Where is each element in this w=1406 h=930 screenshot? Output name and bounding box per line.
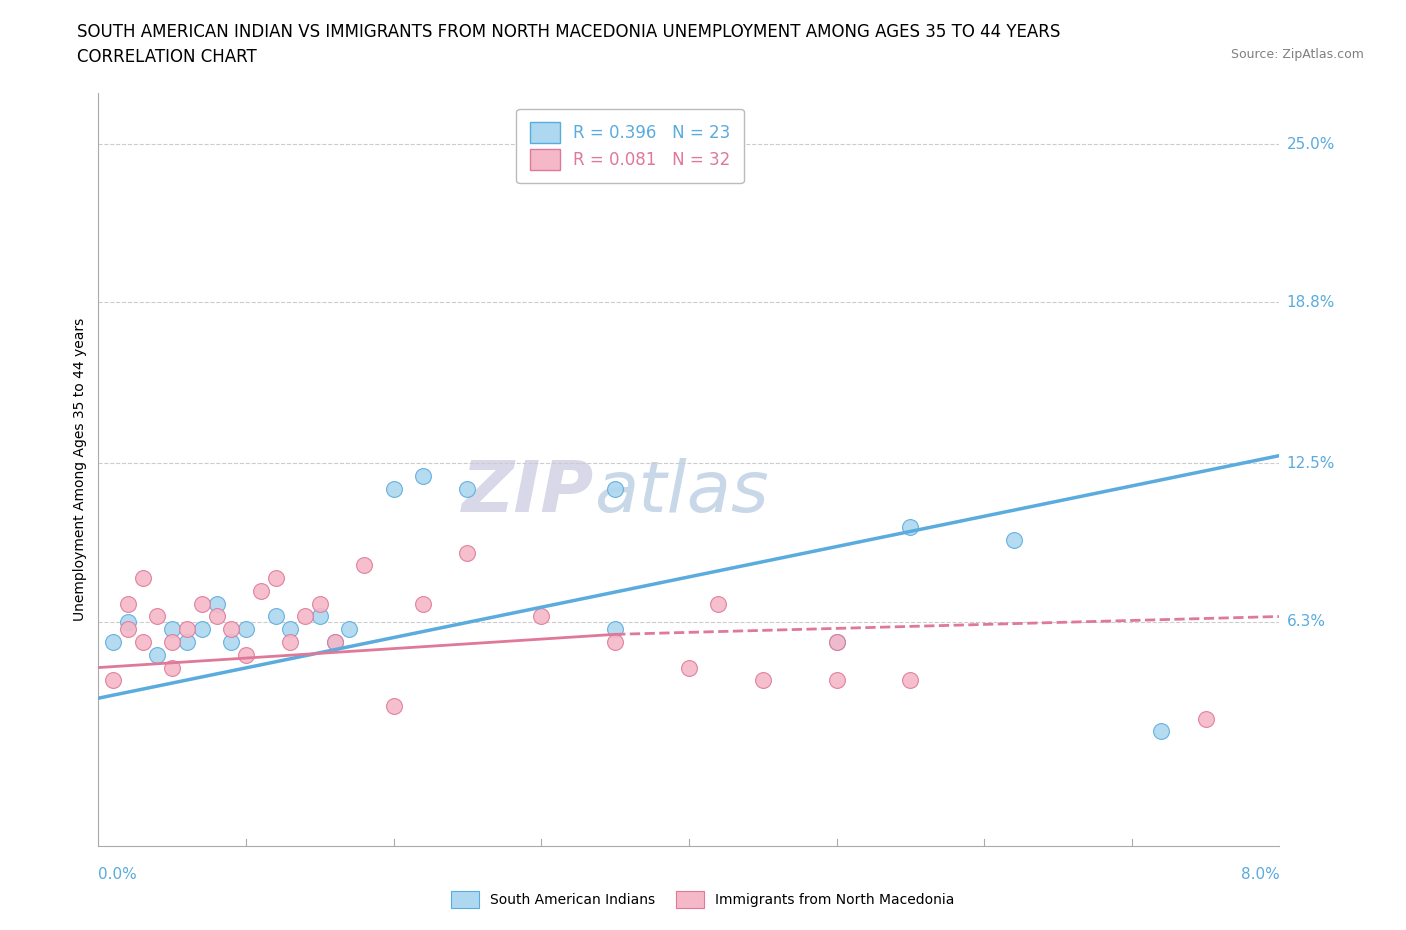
Point: [264, 571, 287, 586]
Point: [605, 634, 627, 649]
Point: [162, 622, 183, 637]
Point: [457, 545, 479, 560]
Point: [678, 660, 700, 675]
Point: [1150, 724, 1173, 738]
Point: [339, 622, 361, 637]
Point: [146, 609, 169, 624]
Legend: South American Indians, Immigrants from North Macedonia: South American Indians, Immigrants from …: [446, 885, 960, 914]
Point: [294, 609, 316, 624]
Point: [146, 647, 169, 662]
Point: [205, 609, 228, 624]
Point: [1195, 711, 1218, 726]
Point: [412, 469, 434, 484]
Point: [825, 673, 848, 688]
Y-axis label: Unemployment Among Ages 35 to 44 years: Unemployment Among Ages 35 to 44 years: [73, 318, 87, 621]
Text: 8.0%: 8.0%: [1240, 867, 1279, 882]
Point: [412, 596, 434, 611]
Point: [176, 634, 198, 649]
Point: [825, 634, 848, 649]
Point: [605, 622, 627, 637]
Text: SOUTH AMERICAN INDIAN VS IMMIGRANTS FROM NORTH MACEDONIA UNEMPLOYMENT AMONG AGES: SOUTH AMERICAN INDIAN VS IMMIGRANTS FROM…: [77, 23, 1060, 41]
Point: [825, 634, 848, 649]
Point: [309, 596, 332, 611]
Point: [235, 647, 257, 662]
Point: [900, 673, 922, 688]
Point: [191, 596, 214, 611]
Point: [235, 622, 257, 637]
Point: [752, 673, 775, 688]
Point: [1002, 533, 1025, 548]
Point: [264, 609, 287, 624]
Text: 18.8%: 18.8%: [1286, 295, 1334, 310]
Text: 6.3%: 6.3%: [1286, 614, 1326, 629]
Point: [323, 634, 346, 649]
Text: 25.0%: 25.0%: [1286, 137, 1334, 152]
Text: CORRELATION CHART: CORRELATION CHART: [77, 48, 257, 66]
Point: [221, 622, 243, 637]
Point: [132, 634, 155, 649]
Point: [323, 634, 346, 649]
Text: ZIP: ZIP: [463, 458, 595, 526]
Point: [205, 596, 228, 611]
Point: [900, 520, 922, 535]
Point: [103, 634, 125, 649]
Point: [530, 609, 553, 624]
Point: [176, 622, 198, 637]
Text: atlas: atlas: [595, 458, 769, 526]
Point: [605, 482, 627, 497]
Point: [162, 660, 183, 675]
Point: [191, 622, 214, 637]
Point: [250, 583, 273, 598]
Point: [457, 482, 479, 497]
Point: [382, 698, 405, 713]
Point: [309, 609, 332, 624]
Point: [280, 622, 302, 637]
Text: Source: ZipAtlas.com: Source: ZipAtlas.com: [1230, 48, 1364, 61]
Text: 0.0%: 0.0%: [98, 867, 138, 882]
Point: [103, 673, 125, 688]
Legend: R = 0.396   N = 23, R = 0.081   N = 32: R = 0.396 N = 23, R = 0.081 N = 32: [516, 109, 744, 183]
Point: [221, 634, 243, 649]
Point: [353, 558, 375, 573]
Point: [162, 634, 183, 649]
Point: [132, 571, 155, 586]
Point: [280, 634, 302, 649]
Point: [382, 482, 405, 497]
Point: [117, 622, 139, 637]
Point: [117, 596, 139, 611]
Point: [117, 614, 139, 629]
Point: [707, 596, 730, 611]
Text: 12.5%: 12.5%: [1286, 456, 1334, 471]
